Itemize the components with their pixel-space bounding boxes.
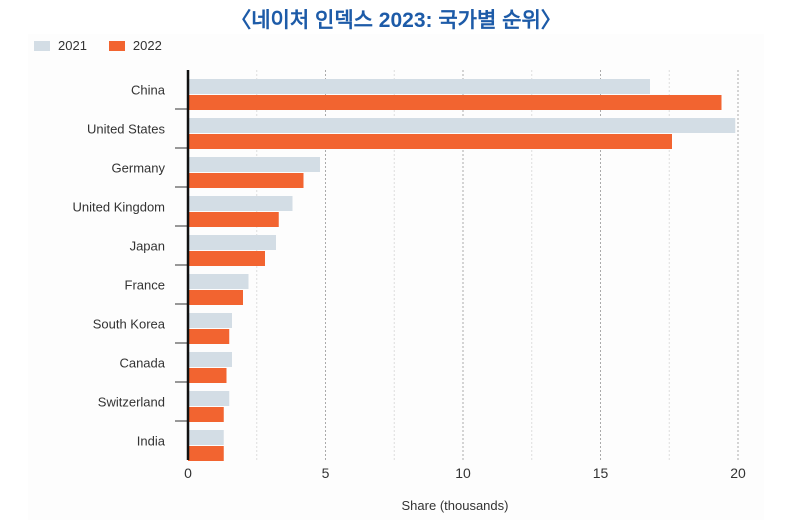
bar-2021-japan xyxy=(188,235,276,250)
x-tick-label: 20 xyxy=(730,465,746,481)
bar-2022-germany xyxy=(188,173,304,188)
bar-2021-united-kingdom xyxy=(188,196,293,211)
category-label: Switzerland xyxy=(98,395,165,410)
bar-2021-france xyxy=(188,274,249,289)
category-label: United States xyxy=(87,122,166,137)
category-label: United Kingdom xyxy=(73,200,166,215)
legend: 2021 2022 xyxy=(34,38,162,53)
category-label: France xyxy=(125,278,165,293)
bar-2022-china xyxy=(188,95,722,110)
category-label: India xyxy=(137,434,166,449)
bar-2021-germany xyxy=(188,157,320,172)
legend-swatch-2022 xyxy=(108,40,125,51)
x-tick-label: 5 xyxy=(322,465,330,481)
x-tick-label: 15 xyxy=(593,465,609,481)
category-label: South Korea xyxy=(93,317,166,332)
bar-2021-switzerland xyxy=(188,391,230,406)
legend-label-2021: 2021 xyxy=(58,38,87,53)
x-tick-label: 0 xyxy=(184,465,192,481)
category-label: Canada xyxy=(119,356,165,371)
chart-panel xyxy=(28,34,764,520)
bar-2022-united-states xyxy=(188,134,672,149)
category-label: China xyxy=(131,83,166,98)
bar-2021-india xyxy=(188,430,224,445)
x-tick-label: 10 xyxy=(455,465,471,481)
x-axis-label: Share (thousands) xyxy=(402,498,509,513)
bar-2021-south-korea xyxy=(188,313,232,328)
chart-title: 〈네이처 인덱스 2023: 국가별 순위〉 xyxy=(230,9,562,32)
legend-label-2022: 2022 xyxy=(132,38,162,53)
bar-2022-japan xyxy=(188,251,265,266)
legend-item-2022: 2022 xyxy=(108,38,162,53)
bar-2021-canada xyxy=(188,352,232,367)
bar-2022-france xyxy=(188,290,243,305)
bar-2021-united-states xyxy=(188,118,736,133)
category-label: Germany xyxy=(112,161,166,176)
bar-2022-canada xyxy=(188,368,227,383)
bar-2022-south-korea xyxy=(188,329,230,344)
bar-2022-united-kingdom xyxy=(188,212,279,227)
bar-2022-switzerland xyxy=(188,407,224,422)
legend-item-2021: 2021 xyxy=(34,38,87,53)
category-label: Japan xyxy=(130,239,165,254)
bar-2022-india xyxy=(188,446,224,461)
bar-2021-china xyxy=(188,79,650,94)
legend-swatch-2021 xyxy=(34,40,50,51)
